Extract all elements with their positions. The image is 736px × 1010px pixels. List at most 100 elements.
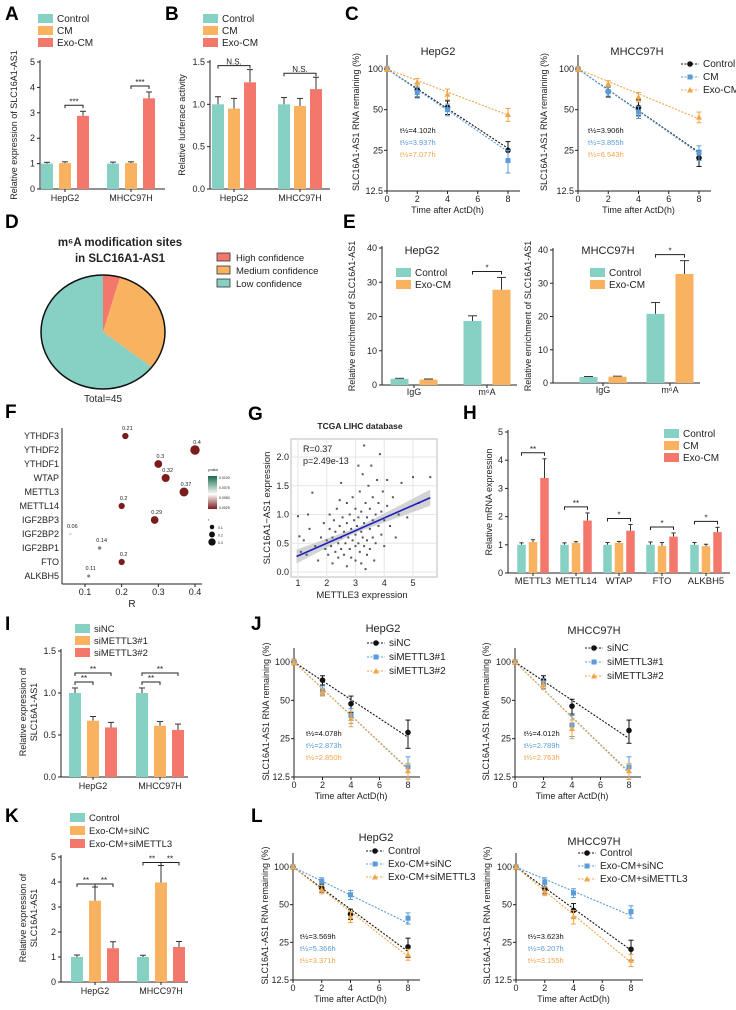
bar (105, 727, 117, 777)
y-tick-label: 5 (498, 427, 503, 437)
data-point (383, 545, 386, 548)
circle-marker (319, 677, 326, 683)
triangle-marker (414, 79, 421, 85)
size-legend-title: r (208, 518, 210, 522)
size-legend-dot (209, 524, 215, 530)
data-point (357, 542, 360, 545)
size-legend-label: 0.2 (218, 534, 223, 538)
legend-label: CM (222, 26, 238, 37)
square-marker (605, 89, 611, 95)
bar (626, 530, 635, 573)
legend-label: siMETTL3#2 (389, 666, 446, 677)
y-axis-label: SLC16A1-AS1 RNA remaining (%) (482, 846, 492, 984)
y-tick-label: 50 (279, 900, 289, 910)
data-point (397, 513, 400, 516)
chart-title: HepG2 (421, 46, 456, 58)
dot-value-label: 0.06 (67, 524, 78, 530)
y-axis-label: SLC16A1-AS1 (29, 683, 39, 742)
y-axis-label: Relative enrichment of SLC16A1-AS1 (523, 241, 533, 392)
circle-marker (372, 848, 378, 854)
y-tick-label: 1.0 (43, 688, 56, 698)
significance-label: ** (90, 665, 96, 674)
x-tick-label: IgG (407, 387, 422, 397)
correlation-p: p=2.49e-13 (303, 456, 349, 466)
data-point (311, 491, 314, 494)
data-point (391, 496, 394, 499)
x-tick-label: MHCC97H (139, 986, 183, 996)
x-tick-label: METTL14 (555, 576, 597, 587)
dot (122, 432, 129, 440)
x-tick-label: 0 (513, 983, 518, 993)
significance-bracket (694, 520, 718, 525)
significance-bracket (64, 104, 84, 109)
y-tick-label: 100 (559, 64, 574, 74)
y-tick-label: 1.0 (192, 99, 205, 109)
y-tick-label: 1.0 (276, 510, 289, 520)
x-tick-label: 4 (569, 780, 574, 790)
y-tick-label: 2.0 (276, 452, 289, 462)
triangle-marker (318, 886, 325, 893)
x-tick-label: 0 (384, 194, 389, 204)
color-legend-tick: 0.0050 (219, 496, 230, 500)
data-point (345, 502, 348, 504)
x-tick-label: HepG2 (81, 986, 110, 996)
bar (646, 544, 655, 573)
data-point (331, 562, 334, 565)
x-tick-label: 4 (571, 983, 576, 993)
size-legend-dot (208, 538, 216, 546)
square-marker (348, 892, 353, 898)
bar (143, 98, 155, 189)
data-point (383, 519, 386, 522)
legend-label: CM (703, 72, 719, 83)
legend-label: CM (57, 26, 73, 37)
data-point (370, 464, 373, 467)
bar-chart-B: 0.0 0.5 1.0 1.5 HepG2 MHCC97H N.S. N.S. ControlC… (177, 14, 330, 203)
legend-label: Exo-CM+siNC (600, 861, 664, 872)
bar (646, 313, 665, 383)
x-tick-label: 0.2 (115, 587, 128, 597)
legend-swatch (203, 26, 218, 35)
data-point (363, 522, 366, 525)
bar (419, 379, 438, 385)
triangle-marker (605, 80, 612, 87)
color-legend-tick: 0.0025 (219, 506, 230, 510)
chart-title: MHCC97H (581, 245, 634, 257)
x-tick-label: 6 (475, 194, 480, 204)
x-tick-label: 0.4 (189, 587, 202, 597)
y-tick-label: 12.5 (271, 975, 289, 985)
half-life-label: t½=4.102h (400, 126, 436, 135)
dot (150, 516, 159, 524)
square-marker (319, 878, 325, 884)
data-point (354, 559, 357, 562)
data-point (338, 499, 341, 502)
pie-slice (41, 275, 152, 389)
triangle-marker (348, 715, 354, 722)
data-point (351, 539, 354, 542)
y-tick-label: 25 (280, 734, 290, 744)
legend-swatch (75, 648, 90, 657)
circle-marker (591, 645, 597, 651)
panel-letter: A (5, 4, 19, 25)
half-life-label: t½=2.873h (306, 741, 342, 750)
half-life-label: t½=3.937h (400, 138, 436, 147)
y-tick-label: 30 (367, 277, 377, 287)
y-tick-label: 0 (51, 977, 56, 987)
x-tick-label: 4 (636, 194, 641, 204)
half-life-label: t½=7.077h (400, 150, 436, 159)
y-tick-label: 4 (51, 877, 56, 887)
bar (244, 82, 256, 189)
chart-title: MHCC97H (567, 836, 620, 848)
x-axis-label: METTLE3 expression (316, 590, 407, 601)
data-point (344, 542, 347, 545)
bar (713, 532, 722, 573)
data-point (338, 525, 341, 527)
significance-label: *** (135, 78, 144, 87)
significance-bracket (160, 862, 180, 866)
data-point (357, 464, 360, 467)
significance-bracket (94, 883, 114, 887)
dot (154, 460, 163, 468)
panel-letter: C (345, 4, 359, 25)
y-tick-label: 12.5 (365, 186, 383, 196)
x-tick-label: HepG2 (51, 193, 80, 203)
